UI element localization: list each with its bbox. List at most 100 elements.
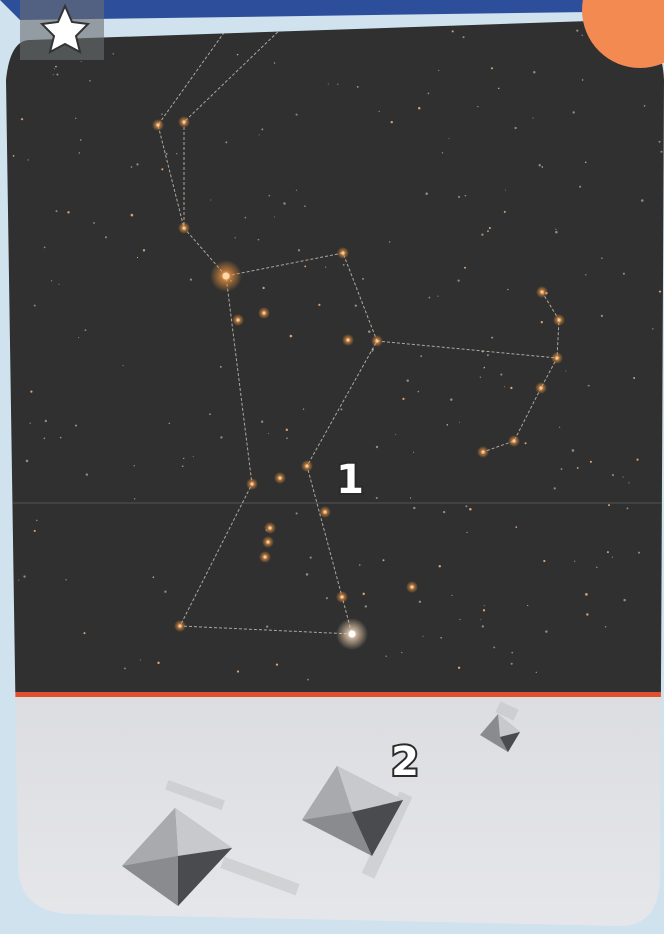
star xyxy=(525,442,527,444)
star xyxy=(425,192,428,195)
star xyxy=(601,257,603,259)
star xyxy=(466,532,467,533)
star xyxy=(422,636,423,637)
star xyxy=(343,264,345,266)
star xyxy=(555,229,556,230)
star xyxy=(235,237,236,238)
star xyxy=(489,227,491,229)
star xyxy=(26,460,29,463)
star xyxy=(79,152,81,154)
star xyxy=(507,289,508,290)
star xyxy=(418,391,420,393)
rigel xyxy=(349,631,356,638)
star xyxy=(379,111,380,112)
star xyxy=(585,593,588,596)
star xyxy=(545,630,547,632)
star xyxy=(477,106,478,107)
star xyxy=(532,118,533,119)
star xyxy=(659,291,661,293)
star xyxy=(54,68,55,69)
star xyxy=(266,626,268,628)
star xyxy=(51,280,52,281)
star xyxy=(237,54,239,56)
star xyxy=(80,139,82,141)
star xyxy=(340,595,343,598)
star xyxy=(504,211,506,213)
star xyxy=(511,663,513,665)
star xyxy=(582,35,583,36)
label-one: 1 xyxy=(336,457,364,503)
star xyxy=(182,465,184,467)
star xyxy=(261,128,263,130)
star xyxy=(86,473,88,475)
betelgeuse xyxy=(223,273,230,280)
star xyxy=(325,266,326,267)
star xyxy=(326,597,328,599)
star xyxy=(156,123,159,126)
star xyxy=(210,200,211,201)
star xyxy=(296,190,297,191)
star xyxy=(307,679,309,681)
star xyxy=(487,230,489,232)
star xyxy=(605,626,607,628)
star xyxy=(480,619,481,620)
star xyxy=(391,121,393,123)
star xyxy=(183,458,184,459)
star xyxy=(491,67,493,69)
star xyxy=(220,366,222,368)
star xyxy=(582,79,583,80)
star xyxy=(536,672,537,673)
star xyxy=(161,113,163,115)
star xyxy=(446,424,448,426)
star xyxy=(623,599,626,602)
star xyxy=(628,482,629,483)
star xyxy=(304,206,305,207)
star xyxy=(395,434,396,435)
star xyxy=(458,196,460,198)
star xyxy=(23,575,25,577)
star xyxy=(540,290,543,293)
star xyxy=(176,153,177,154)
star xyxy=(438,70,439,71)
star xyxy=(633,377,635,379)
star xyxy=(588,385,589,386)
star xyxy=(298,249,300,251)
star xyxy=(402,398,404,400)
star xyxy=(510,387,512,389)
star xyxy=(573,111,575,113)
star xyxy=(623,273,625,275)
star xyxy=(258,239,260,241)
star xyxy=(131,166,133,168)
star xyxy=(29,422,30,423)
star xyxy=(44,438,46,440)
star xyxy=(85,329,87,331)
star xyxy=(134,465,135,466)
star xyxy=(56,210,58,212)
star xyxy=(443,511,445,513)
star xyxy=(18,579,19,580)
star xyxy=(362,278,364,280)
horizon-line xyxy=(0,692,664,697)
star xyxy=(481,450,484,453)
star xyxy=(274,216,275,217)
star xyxy=(263,555,266,558)
star xyxy=(420,355,422,357)
star xyxy=(303,409,304,410)
star xyxy=(596,566,598,568)
card: 1 2 xyxy=(0,0,664,934)
star xyxy=(161,168,163,170)
star xyxy=(306,573,309,576)
star xyxy=(78,337,79,338)
star xyxy=(259,134,260,135)
star xyxy=(406,379,409,382)
star xyxy=(557,318,560,321)
star xyxy=(44,246,46,248)
star-icon xyxy=(20,0,104,60)
star xyxy=(60,437,62,439)
star xyxy=(250,482,253,485)
star xyxy=(538,164,540,166)
star xyxy=(576,30,578,32)
star xyxy=(514,127,516,129)
star xyxy=(266,540,269,543)
star xyxy=(58,284,59,285)
